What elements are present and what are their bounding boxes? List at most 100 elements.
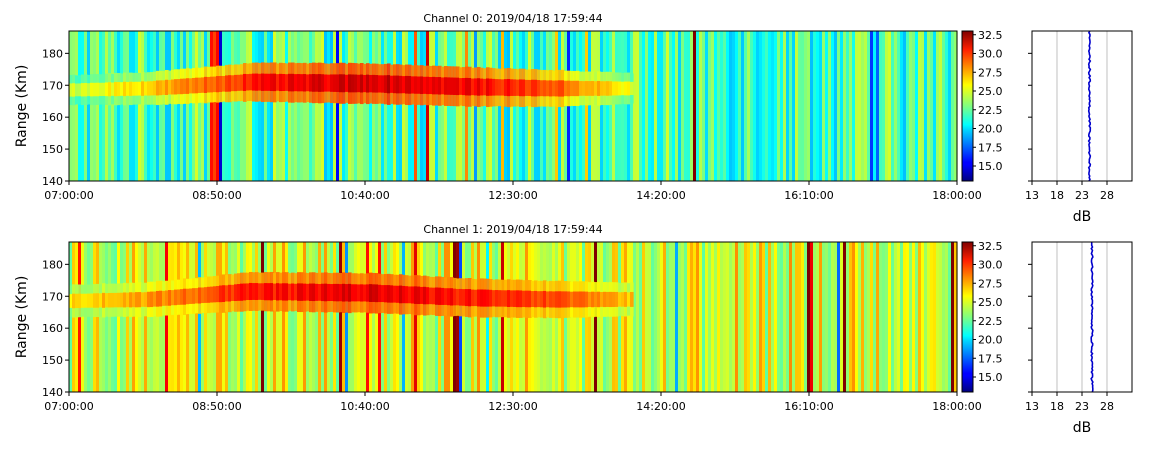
- heatmap-column: [936, 242, 940, 392]
- profile-x-tick-label: 18: [1050, 400, 1064, 413]
- heatmap-column: [876, 242, 880, 392]
- heatmap-column: [627, 31, 631, 181]
- echo-band-core: [366, 74, 370, 93]
- heatmap-column: [435, 31, 439, 181]
- heatmap-column: [303, 31, 307, 181]
- heatmap-column: [636, 31, 640, 181]
- echo-band-core: [189, 288, 193, 304]
- heatmap-column: [174, 31, 178, 181]
- heatmap-column: [69, 242, 73, 392]
- echo-band-core: [252, 283, 256, 300]
- echo-band-core: [483, 289, 487, 307]
- x-tick-label: 12:30:00: [488, 400, 537, 413]
- echo-band-core: [495, 290, 499, 307]
- echo-band-core: [447, 288, 451, 306]
- echo-band-core: [342, 74, 346, 93]
- echo-band-core: [384, 75, 388, 93]
- heatmap-column: [858, 242, 862, 392]
- echo-band-core: [297, 283, 301, 301]
- heatmap-column: [156, 242, 160, 392]
- heatmap-column: [378, 242, 382, 392]
- heatmap-column: [621, 242, 625, 392]
- heatmap-column: [756, 242, 760, 392]
- heatmap-column: [300, 242, 304, 392]
- heatmap-column: [771, 31, 775, 181]
- echo-band-core: [444, 77, 448, 95]
- echo-band-core: [204, 76, 208, 93]
- echo-band-core: [102, 292, 106, 308]
- heatmap-column: [402, 242, 406, 392]
- heatmap-column: [642, 242, 646, 392]
- y-tick-label: 180: [42, 47, 63, 60]
- echo-band-core: [411, 76, 415, 94]
- echo-band-core: [75, 83, 79, 97]
- heatmap-column: [603, 31, 607, 181]
- heatmap-column: [312, 31, 316, 181]
- heatmap-column: [234, 31, 238, 181]
- colorbar-gradient: [961, 241, 974, 393]
- echo-band-core: [594, 291, 598, 308]
- echo-band-core: [390, 75, 394, 93]
- heatmap-column: [813, 242, 817, 392]
- heatmap-column: [357, 31, 361, 181]
- heatmap-column: [312, 242, 316, 392]
- heatmap-column: [864, 31, 868, 181]
- echo-band-core: [201, 77, 205, 93]
- colorbar-tick-label: 30.0: [978, 259, 1003, 272]
- heatmap-column: [213, 31, 217, 181]
- echo-band-core: [156, 290, 160, 307]
- heatmap-column: [399, 242, 403, 392]
- echo-band-core: [186, 288, 190, 305]
- heatmap-column: [732, 242, 736, 392]
- heatmap-column: [246, 31, 250, 181]
- echo-band-core: [324, 283, 328, 302]
- heatmap-column: [927, 242, 931, 392]
- heatmap-column: [909, 31, 913, 181]
- heatmap-column: [453, 242, 457, 392]
- heatmap-column: [867, 242, 871, 392]
- echo-band-core: [123, 292, 127, 308]
- heatmap-column: [123, 31, 127, 181]
- heatmap-column: [201, 31, 205, 181]
- echo-band-core: [468, 78, 472, 96]
- heatmap-column: [429, 242, 433, 392]
- echo-band-core: [576, 80, 580, 97]
- heatmap-column: [465, 242, 469, 392]
- echo-band-core: [507, 290, 511, 307]
- heatmap-column: [429, 31, 433, 181]
- heatmap-column: [714, 31, 718, 181]
- heatmap-column: [372, 242, 376, 392]
- echo-band-core: [90, 82, 94, 97]
- profile-channel-1: 13 18 23 28 dB: [1025, 241, 1133, 436]
- heatmap-column: [351, 242, 355, 392]
- colorbar-tick-label: 15.0: [978, 160, 1003, 173]
- heatmap-column: [177, 31, 181, 181]
- echo-band-core: [519, 290, 523, 308]
- echo-band-core: [363, 74, 367, 93]
- heatmap-column: [900, 31, 904, 181]
- heatmap-column: [267, 242, 271, 392]
- heatmap-column: [861, 31, 865, 181]
- profile-ticks-channel-0: 13 18 23 28: [1025, 52, 1114, 202]
- heatmap-column: [276, 242, 280, 392]
- echo-band-core: [219, 75, 223, 92]
- x-tick-label: 10:40:00: [340, 189, 389, 202]
- colorbar-tick-label: 20.0: [978, 123, 1003, 136]
- echo-band-core: [450, 288, 454, 306]
- echo-band-core: [441, 77, 445, 95]
- heatmap-column: [744, 31, 748, 181]
- echo-band-core: [204, 287, 208, 303]
- heatmap-column: [171, 31, 175, 181]
- heatmap-column: [705, 31, 709, 181]
- heatmap-column: [792, 242, 796, 392]
- echo-band-core: [150, 291, 154, 308]
- echo-band-core: [261, 73, 265, 91]
- echo-band-core: [405, 286, 409, 304]
- heatmap-column: [624, 242, 628, 392]
- echo-band-core: [234, 74, 238, 92]
- echo-band-core: [225, 75, 229, 92]
- echo-band-core: [573, 291, 577, 308]
- profile-x-tick-label: 28: [1100, 189, 1114, 202]
- colorbar-channel-0: 15.0 17.5 20.0 22.5 25.0 27.5 30.0 32.5: [961, 29, 1003, 182]
- echo-band-core: [594, 81, 598, 96]
